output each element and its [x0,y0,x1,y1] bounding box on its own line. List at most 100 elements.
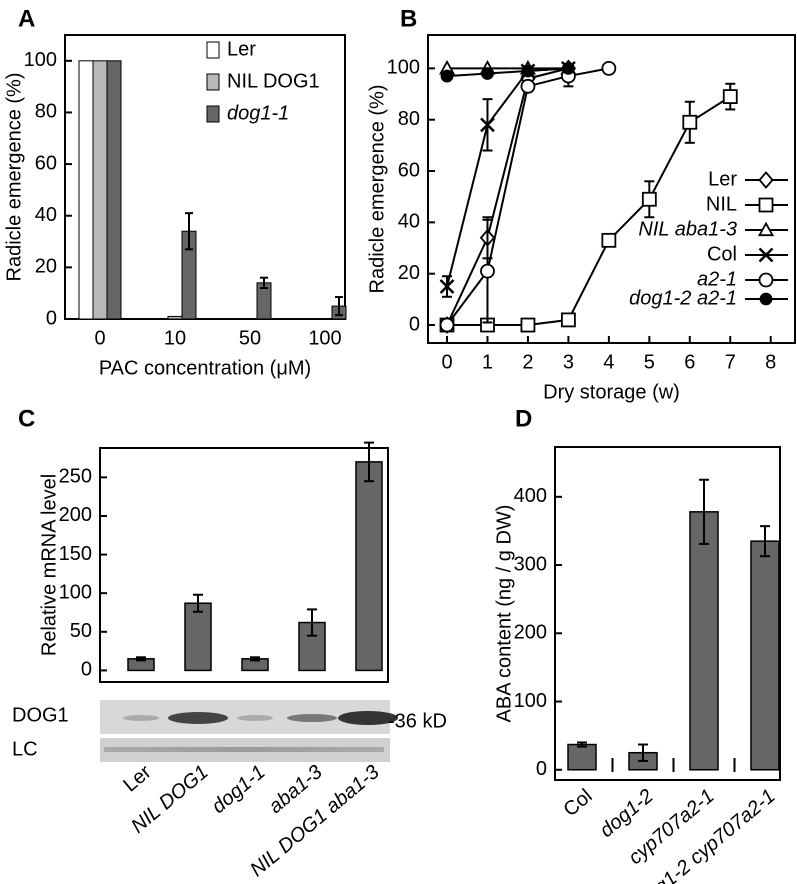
marker [758,171,774,189]
legend-label: Ler [227,38,256,60]
x-tick-label: Ler [119,761,156,797]
x-tick-label: Col [559,785,596,821]
blot [100,700,398,762]
y-axis-label: ABA content (ng / g DW) [493,505,515,723]
y-axis-label: Radicle emergence (%) [3,73,25,282]
marker [520,317,536,333]
legend-label: NIL [706,193,737,215]
x-tick-label: 100 [308,327,341,349]
y-tick-label: 250 [59,466,92,488]
x-tick-label: 10 [164,327,186,349]
y-tick-label: 0 [409,313,420,335]
legend-label: dog1-1 [227,102,289,124]
x-tick-label: 0 [441,351,452,373]
bar [184,602,212,672]
bar [167,315,183,320]
error-bar [638,743,648,762]
marker [601,60,617,76]
marker [759,292,773,306]
y-tick-label: 0 [81,659,92,681]
y-tick-label: 20 [35,256,57,278]
marker [758,272,774,288]
y-tick-label: 150 [59,543,92,565]
panel-label: B [400,5,417,32]
bar [78,60,94,320]
x-tick-label: 3 [563,351,574,373]
x-tick-label: 8 [765,351,776,373]
legend-label: Ler [708,168,737,190]
panel-label: A [18,5,35,32]
y-tick-label: 20 [398,262,420,284]
legend-swatch [206,105,220,123]
axes-frame [64,34,346,320]
y-tick-label: 100 [514,690,547,712]
y-tick-label: 60 [35,152,57,174]
legend-label: dog1-2 a2-1 [629,287,737,309]
x-axis-label: Dry storage (w) [543,381,680,403]
y-tick-label: 100 [59,581,92,603]
y-tick-label: 0 [536,758,547,780]
y-tick-label: 300 [514,553,547,575]
marker [758,247,774,263]
axes-frame [554,446,781,781]
x-tick-label: 0 [94,327,105,349]
marker [601,232,617,248]
marker [682,114,698,130]
marker [439,279,455,294]
marker [758,197,774,213]
x-tick-label: 2 [522,351,533,373]
bar [689,511,719,771]
x-tick-label: 5 [644,351,655,373]
marker [562,61,575,75]
panel-label: D [515,405,532,432]
bar [750,540,780,771]
error-bar [260,276,268,290]
y-axis-label: Relative mRNA level [38,474,60,656]
marker [481,67,494,80]
legend-label: a2-1 [697,268,737,290]
error-bar [364,441,374,483]
blot-label: LC [12,738,38,760]
blot-label: DOG1 [12,704,69,726]
x-tick-label: 50 [239,327,261,349]
marker [722,89,738,104]
panel-label: C [18,405,35,432]
x-tick-label: 4 [603,351,614,373]
error-bar [193,593,203,613]
y-tick-label: 50 [70,620,92,642]
series-line [446,67,569,78]
axes-frame [99,447,389,683]
bar [567,743,597,771]
series-line [446,67,569,326]
error-bar [307,608,317,637]
bar [355,461,383,672]
error-bar [250,656,260,662]
error-bar [136,656,146,662]
legend-label: Col [707,243,737,265]
x-tick-label: 6 [684,351,695,373]
bar [106,60,122,320]
marker [439,317,455,333]
error-bar [577,741,587,748]
y-tick-label: 60 [398,159,420,181]
marker [440,69,454,83]
error-bar [335,296,343,317]
y-axis-label: Radicle emergence (%) [366,85,388,294]
y-tick-label: 100 [24,49,57,71]
legend-label: NIL DOG1 [227,70,320,92]
y-tick-label: 0 [46,307,57,329]
marker [480,117,495,133]
y-tick-label: 200 [59,504,92,526]
blot-marker: -36 kD [388,710,447,732]
y-tick-label: 40 [398,211,420,233]
marker [561,312,576,328]
legend-swatch [206,73,220,91]
error-bar [760,525,770,558]
axes-frame [427,34,796,344]
x-tick-label: 1 [482,351,493,373]
y-tick-label: 80 [398,108,420,130]
x-tick-label: dog1-1 [208,761,270,818]
x-tick-label: 7 [725,351,736,373]
legend-label: NIL aba1-3 [638,218,737,240]
